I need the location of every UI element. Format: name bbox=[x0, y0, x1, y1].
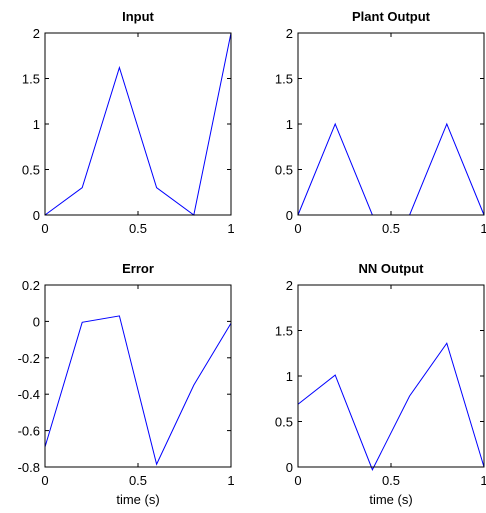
y-tick-label: -0.2 bbox=[18, 351, 40, 366]
subplot-input: Input 0 0.5 1 0 0.5 1 1.5 2 bbox=[22, 9, 235, 236]
x-tick-label: 1 bbox=[480, 221, 486, 236]
plot-area: 0 0.5 1 -0.8 -0.6 -0.4 -0.2 0 0.2 bbox=[18, 278, 235, 488]
series-line bbox=[297, 122, 485, 216]
plot-area: 0 0.5 1 0 0.5 1 1.5 2 bbox=[22, 26, 235, 236]
subplot-title: Input bbox=[122, 9, 154, 24]
y-tick-label: -0.6 bbox=[18, 424, 40, 439]
y-tick-label: 0.5 bbox=[275, 415, 293, 430]
subplot-title: Plant Output bbox=[352, 9, 431, 24]
axes-box bbox=[297, 32, 485, 216]
axes-box bbox=[297, 284, 485, 468]
subplot-title: Error bbox=[122, 261, 154, 276]
y-tick-label: -0.4 bbox=[18, 387, 40, 402]
subplot-plant-output: Plant Output 0 0.5 1 0 0.5 1 1.5 2 bbox=[275, 9, 486, 236]
x-tick-label: 0.5 bbox=[129, 221, 147, 236]
x-axis-label: time (s) bbox=[116, 492, 159, 507]
y-tick-label: 0.2 bbox=[22, 278, 40, 293]
x-axis-label: time (s) bbox=[369, 492, 412, 507]
y-tick-label: 2 bbox=[286, 26, 293, 41]
series-line bbox=[44, 32, 232, 216]
y-tick-label: 1 bbox=[286, 117, 293, 132]
x-tick-label: 1 bbox=[227, 473, 234, 488]
y-tick-label: 0 bbox=[286, 208, 293, 223]
y-tick-label: 0 bbox=[33, 314, 40, 329]
y-tick-label: 0 bbox=[33, 208, 40, 223]
y-tick-label: 1 bbox=[33, 117, 40, 132]
y-tick-label: 1 bbox=[286, 369, 293, 384]
series-line bbox=[44, 315, 232, 466]
x-tick-label: 1 bbox=[480, 473, 486, 488]
y-tick-label: 1.5 bbox=[22, 72, 40, 87]
x-tick-label: 0 bbox=[41, 221, 48, 236]
y-tick-label: 0.5 bbox=[22, 163, 40, 178]
subplot-error: Error time (s) 0 0.5 1 -0.8 -0.6 -0.4 -0.2 0 0.2 bbox=[18, 261, 235, 507]
x-tick-label: 0.5 bbox=[382, 221, 400, 236]
y-tick-label: 0 bbox=[286, 460, 293, 475]
x-tick-label: 0 bbox=[294, 473, 301, 488]
x-tick-label: 1 bbox=[227, 221, 234, 236]
subplot-title: NN Output bbox=[359, 261, 425, 276]
y-tick-label: 2 bbox=[33, 26, 40, 41]
x-tick-label: 0.5 bbox=[129, 473, 147, 488]
y-tick-label: 1.5 bbox=[275, 72, 293, 87]
x-tick-label: 0 bbox=[294, 221, 301, 236]
y-tick-label: -0.8 bbox=[18, 460, 40, 475]
plot-area: 0 0.5 1 0 0.5 1 1.5 2 bbox=[275, 278, 486, 488]
axes-box bbox=[44, 284, 232, 468]
y-tick-label: 2 bbox=[286, 278, 293, 293]
x-tick-label: 0.5 bbox=[382, 473, 400, 488]
subplot-nn-output: NN Output time (s) 0 0.5 1 0 0.5 1 1.5 2 bbox=[275, 261, 486, 507]
plot-area: 0 0.5 1 0 0.5 1 1.5 2 bbox=[275, 26, 486, 236]
series-line bbox=[297, 342, 485, 471]
axes-box bbox=[44, 32, 232, 216]
y-tick-label: 0.5 bbox=[275, 163, 293, 178]
x-tick-label: 0 bbox=[41, 473, 48, 488]
y-tick-label: 1.5 bbox=[275, 324, 293, 339]
